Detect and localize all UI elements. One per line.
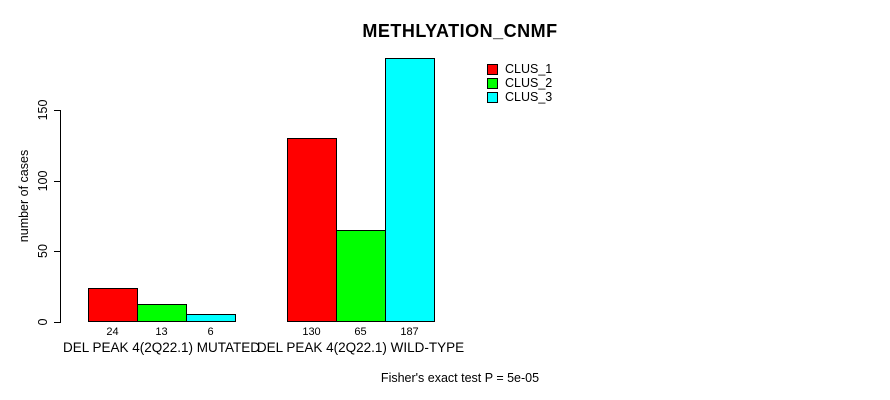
category-label: DEL PEAK 4(2Q22.1) WILD-TYPE	[256, 340, 465, 355]
chart-title: METHLYATION_CNMF	[362, 21, 558, 41]
p-value-annotation: Fisher's exact test P = 5e-05	[380, 371, 540, 385]
legend-swatch-clus_3	[487, 91, 498, 103]
bar-clus_2-wild-type	[336, 230, 386, 322]
legend-label: CLUS_1	[505, 62, 553, 76]
bar-clus_3-wild-type	[385, 58, 435, 322]
legend-label: CLUS_2	[505, 76, 553, 90]
bar-clus_1-mutated	[88, 288, 138, 322]
bar-value-label: 13	[155, 326, 168, 338]
y-axis-tick-label: 0	[36, 318, 50, 326]
legend: CLUS_1 CLUS_2 CLUS_3	[487, 62, 552, 104]
bar-value-label: 24	[106, 326, 119, 338]
bar-clus_3-mutated	[186, 314, 236, 322]
legend-swatch-clus_1	[487, 63, 498, 75]
legend-item: CLUS_2	[487, 76, 552, 90]
bar-value-label: 6	[207, 326, 214, 338]
bar-value-label: 130	[302, 326, 321, 338]
y-axis-label: number of cases	[17, 149, 31, 243]
bar-value-label: 65	[354, 326, 367, 338]
bar-clus_1-wild-type	[287, 138, 337, 322]
y-axis-tick-label: 100	[36, 170, 50, 192]
y-axis-tick	[54, 322, 61, 323]
category-label: DEL PEAK 4(2Q22.1) MUTATED	[62, 340, 261, 355]
y-axis-tick	[54, 181, 61, 182]
legend-swatch-clus_2	[487, 77, 498, 89]
bar-value-label: 187	[400, 326, 419, 338]
y-axis-tick	[54, 110, 61, 111]
legend-item: CLUS_1	[487, 62, 552, 76]
y-axis-tick-label: 150	[36, 99, 50, 121]
y-axis-tick-label: 50	[36, 244, 50, 258]
legend-label: CLUS_3	[505, 90, 553, 104]
legend-item: CLUS_3	[487, 90, 552, 104]
bar-clus_2-mutated	[137, 304, 187, 322]
y-axis-line	[60, 110, 61, 323]
y-axis-tick	[54, 251, 61, 252]
